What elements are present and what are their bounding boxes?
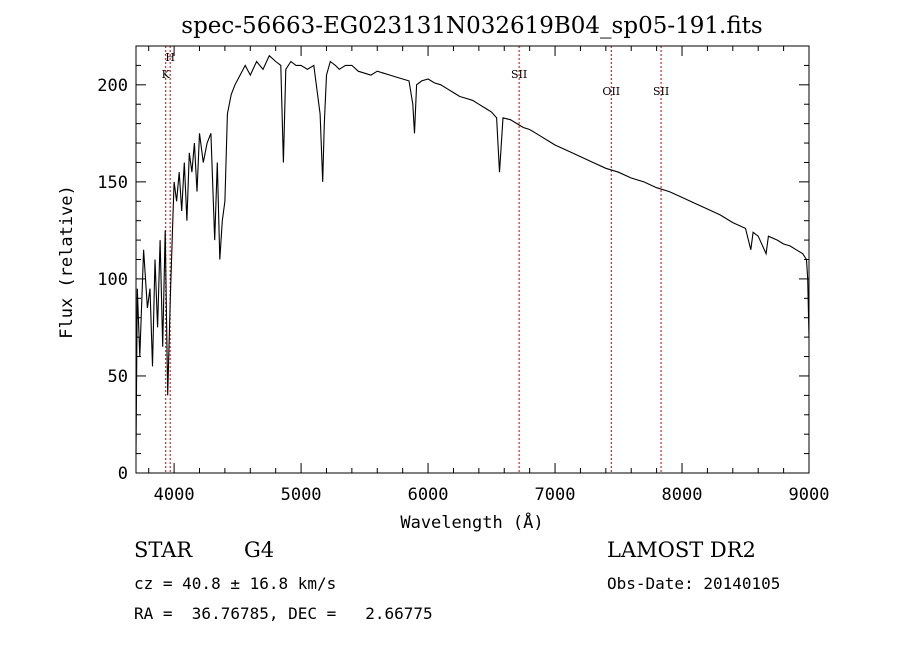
y-tick-label: 200 <box>97 76 128 96</box>
radec-label: RA = 36.76785, DEC = 2.66775 <box>134 604 433 623</box>
x-axis-ticks: 4000 5000 6000 7000 8000 9000 <box>148 46 830 505</box>
chart-title: spec-56663-EG023131N032619B04_sp05-191.f… <box>181 13 762 39</box>
subclass-label: G4 <box>244 538 275 562</box>
survey-label: LAMOST DR2 <box>607 538 756 562</box>
x-tick-label: 7000 <box>535 485 576 505</box>
x-tick-label: 8000 <box>662 485 703 505</box>
marker-label-k-0: K <box>162 68 171 81</box>
y-axis-label: Flux (relative) <box>57 185 77 339</box>
x-tick-label: 4000 <box>154 485 195 505</box>
class-label: STAR <box>134 538 193 562</box>
marker-label-h-1: H <box>165 51 175 64</box>
obs-date-label: Obs-Date: 20140105 <box>607 574 781 593</box>
marker-label-oii-3: OII <box>602 85 620 98</box>
x-axis-label: Wavelength (Å) <box>400 511 543 533</box>
y-tick-label: 50 <box>108 367 128 387</box>
y-tick-label: 150 <box>97 173 128 193</box>
plot-frame <box>135 45 810 474</box>
cz-label: cz = 40.8 ± 16.8 km/s <box>134 574 337 593</box>
x-tick-label: 9000 <box>789 485 830 505</box>
marker-label-sii-4: SII <box>653 85 669 98</box>
y-tick-label: 0 <box>118 464 128 484</box>
x-tick-label: 5000 <box>281 485 322 505</box>
x-tick-label: 6000 <box>408 485 449 505</box>
y-tick-label: 100 <box>97 270 128 290</box>
marker-label-sii-2: SII <box>511 68 527 81</box>
spectrum-line <box>135 54 810 454</box>
y-axis-ticks: 0 50 100 150 200 <box>97 64 809 484</box>
